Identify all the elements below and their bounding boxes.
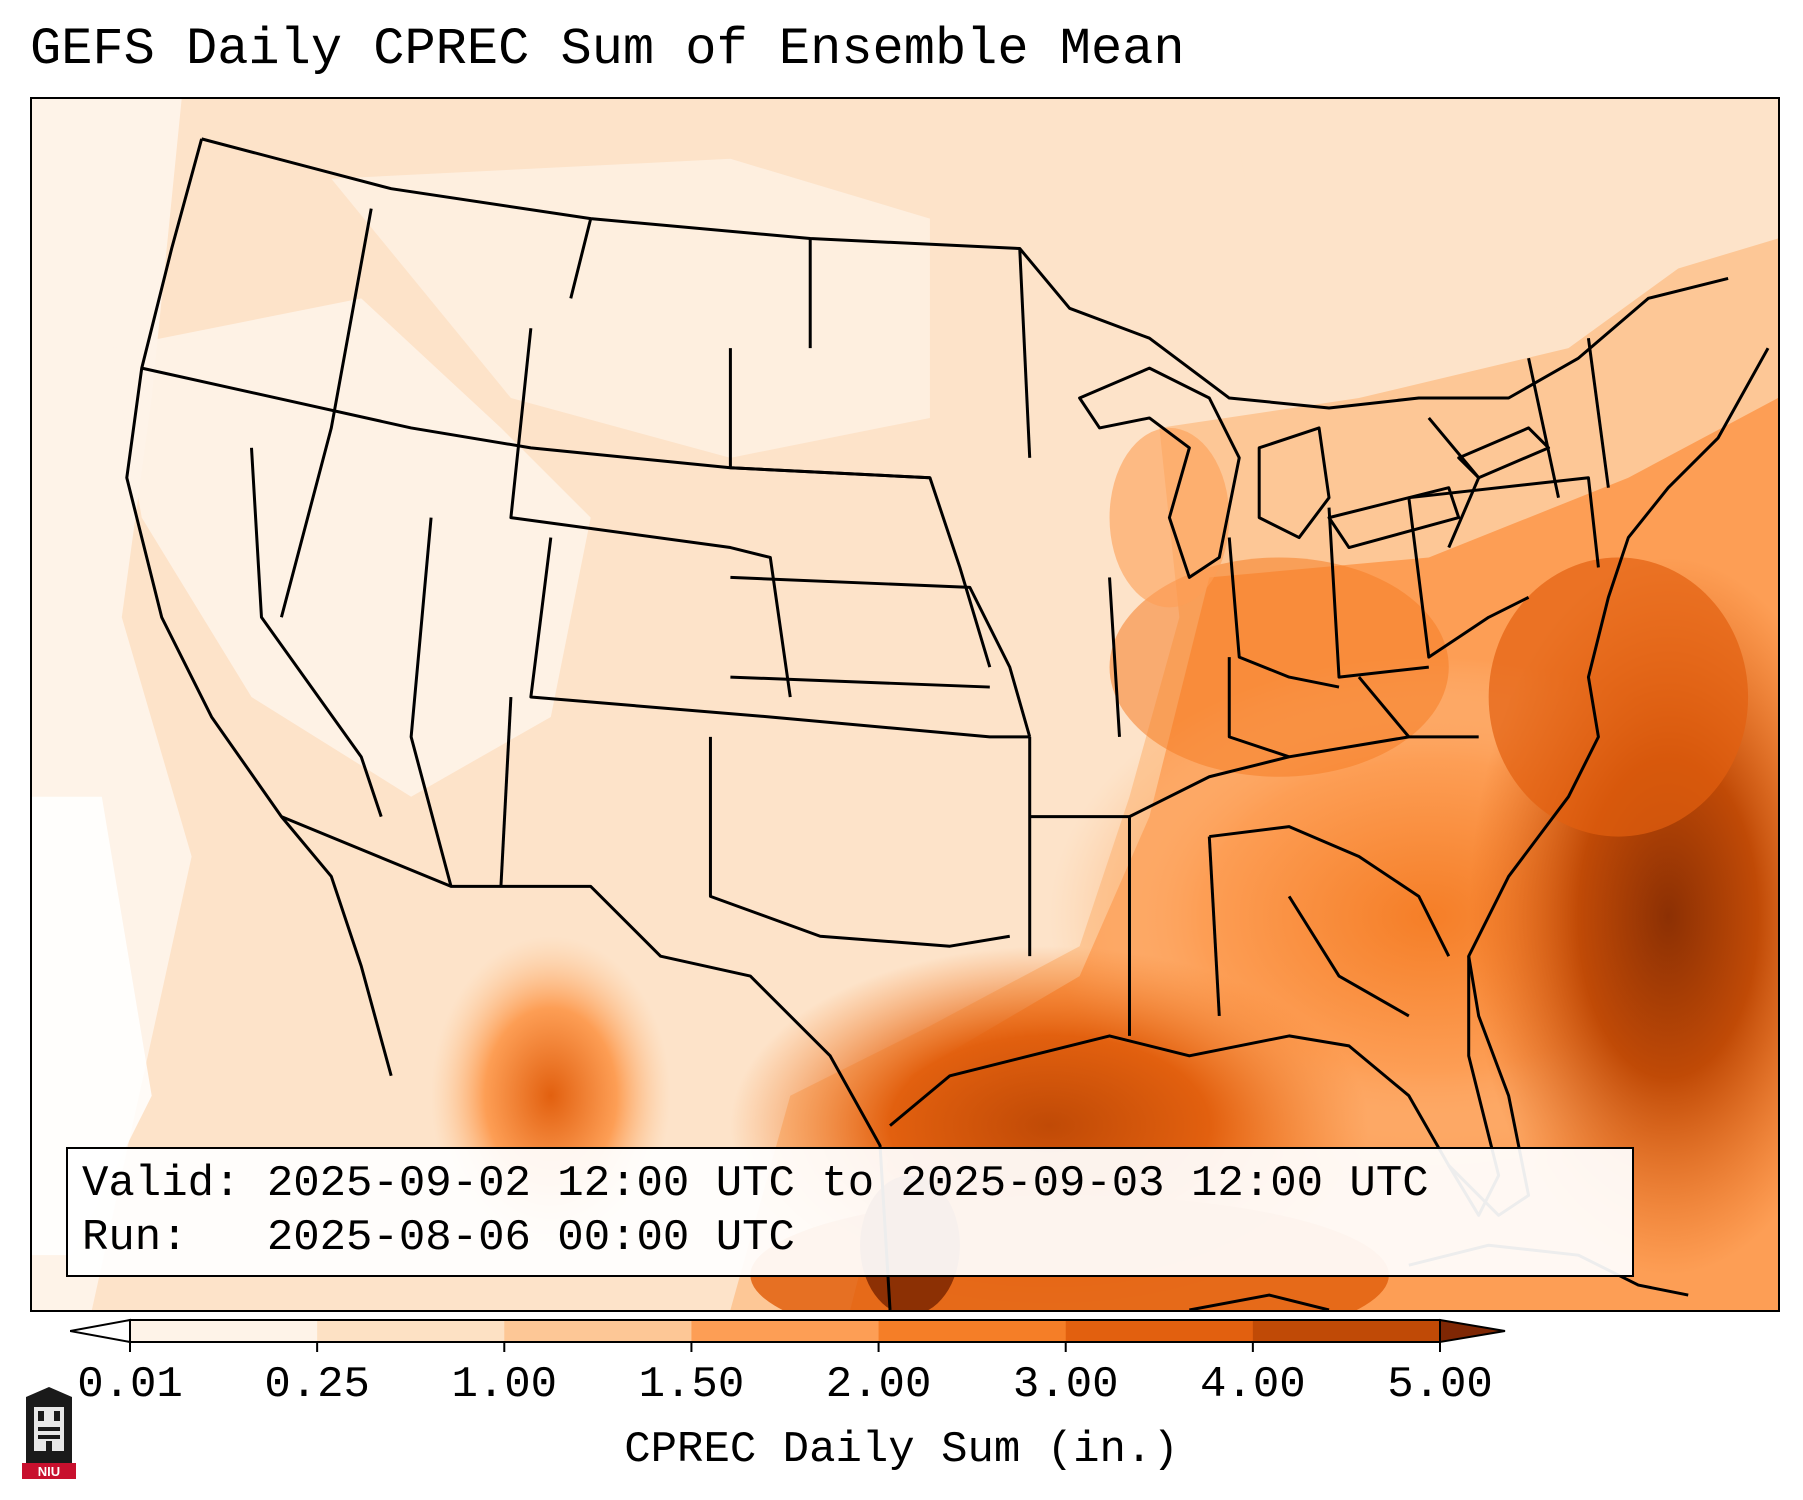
validity-info-box: Valid: 2025-09-02 12:00 UTC to 2025-09-0… <box>66 1147 1634 1277</box>
precip-north-light <box>331 158 930 458</box>
colorbar-segment <box>317 1320 505 1342</box>
colorbar <box>70 1318 1506 1352</box>
precip-ohio-valley <box>1109 557 1449 777</box>
precip-map <box>32 99 1778 1310</box>
valid-label: Valid: <box>82 1159 241 1209</box>
colorbar-outline <box>129 1319 1441 1343</box>
niu-logo-text: NIU <box>38 1464 60 1479</box>
valid-value: 2025-09-02 12:00 UTC to 2025-09-03 12:00… <box>266 1159 1429 1209</box>
run-label: Run: <box>82 1213 188 1263</box>
colorbar-segment <box>1252 1320 1441 1342</box>
colorbar-segment <box>1065 1320 1254 1342</box>
colorbar-over-arrow <box>1439 1318 1506 1344</box>
colorbar-tick-label: 4.00 <box>1200 1360 1306 1410</box>
colorbar-segment <box>878 1320 1067 1342</box>
colorbar-tick-label: 1.00 <box>451 1360 558 1410</box>
colorbar-under-arrow <box>70 1318 131 1344</box>
colorbar-label: CPREC Daily Sum (in.) <box>624 1425 1179 1475</box>
precip-west-light <box>111 298 591 797</box>
colorbar-segment <box>691 1320 880 1342</box>
valid-line: Valid: 2025-09-02 12:00 UTC to 2025-09-0… <box>82 1157 1632 1211</box>
colorbar-tick-label: 1.50 <box>638 1360 745 1410</box>
colorbar-tick-label: 0.01 <box>77 1360 183 1410</box>
map-title: GEFS Daily CPREC Sum of Ensemble Mean <box>30 20 1185 79</box>
niu-logo-icon: NIU <box>22 1387 76 1479</box>
state-boundaries <box>125 137 1770 1310</box>
run-line: Run: 2025-08-06 00:00 UTC <box>82 1211 1632 1265</box>
colorbar-tick-label: 2.00 <box>825 1360 932 1410</box>
precip-canada <box>1229 99 1778 359</box>
precip-atlantic-north <box>1488 557 1749 837</box>
colorbar-tick-label: 5.00 <box>1387 1360 1493 1410</box>
precip-ocean-white <box>32 796 152 1256</box>
map-panel <box>30 97 1780 1312</box>
colorbar-tick-label: 0.25 <box>264 1360 370 1410</box>
colorbar-tick-label: 3.00 <box>1012 1360 1119 1410</box>
colorbar-segment <box>504 1320 692 1342</box>
run-value: 2025-08-06 00:00 UTC <box>266 1213 795 1263</box>
colorbar-segment <box>130 1320 318 1342</box>
